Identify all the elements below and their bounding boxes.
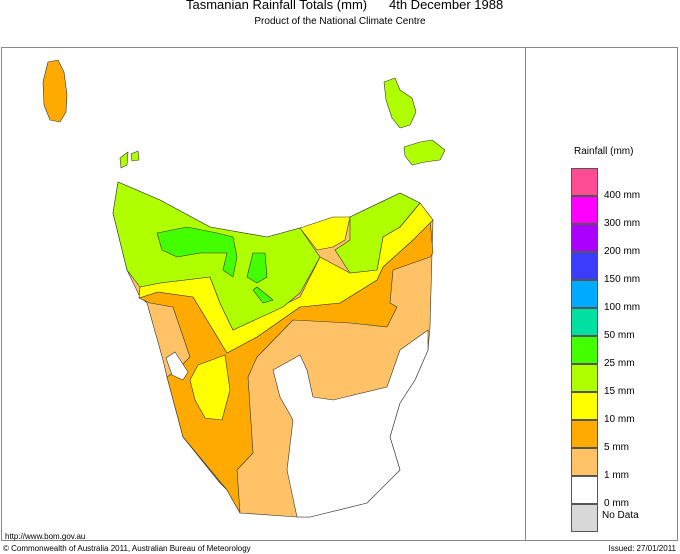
rainfall-zone-25-50mm bbox=[252, 286, 274, 304]
tasmania-map bbox=[42, 59, 446, 518]
legend-swatch bbox=[571, 476, 598, 504]
legend-title: Rainfall (mm) bbox=[574, 146, 634, 157]
small-island bbox=[119, 151, 129, 169]
legend-label: 15 mm bbox=[604, 386, 635, 397]
legend-label: 300 mm bbox=[604, 218, 641, 229]
legend-swatch bbox=[571, 168, 598, 196]
issued-date: Issued: 27/01/2011 bbox=[608, 544, 676, 553]
legend-label: 400 mm bbox=[604, 190, 641, 201]
map-title: Tasmanian Rainfall Totals (mm) bbox=[186, 0, 368, 12]
rainfall-zone-15-25mm bbox=[334, 192, 421, 274]
legend-label: 10 mm bbox=[604, 414, 635, 425]
legend-swatch bbox=[571, 196, 598, 224]
rainfall-zone-15-25mm bbox=[112, 181, 321, 331]
map-subtitle: Product of the National Climate Centre bbox=[254, 16, 426, 27]
rainfall-zone-0-1mm bbox=[272, 329, 429, 518]
legend-label: 150 mm bbox=[604, 274, 641, 285]
legend-swatch bbox=[571, 364, 598, 392]
macquarie-harbour bbox=[165, 351, 189, 381]
rainfall-zone-25-50mm bbox=[156, 226, 238, 278]
copyright-text: © Commonwealth of Australia 2011, Austra… bbox=[3, 544, 251, 553]
legend-swatch bbox=[571, 504, 598, 532]
legend-label: 50 mm bbox=[604, 330, 635, 341]
legend-swatch bbox=[571, 392, 598, 420]
king-island bbox=[42, 59, 68, 123]
cape-barren-island bbox=[403, 139, 446, 166]
legend-swatch bbox=[571, 308, 598, 336]
legend-swatch bbox=[571, 420, 598, 448]
legend-label: 5 mm bbox=[604, 442, 629, 453]
flinders-island bbox=[383, 77, 417, 129]
legend-label: 25 mm bbox=[604, 358, 635, 369]
legend-swatch bbox=[571, 280, 598, 308]
legend-frame bbox=[526, 47, 678, 541]
legend-swatch bbox=[571, 448, 598, 476]
rainfall-zone-10-15mm bbox=[299, 216, 351, 251]
legend-swatch bbox=[571, 224, 598, 252]
rainfall-zone-25-50mm bbox=[246, 252, 268, 284]
legend-label: 100 mm bbox=[604, 302, 641, 313]
legend-label: 200 mm bbox=[604, 246, 641, 257]
legend-label: 0 mm bbox=[604, 498, 629, 509]
small-island bbox=[130, 150, 140, 162]
map-date: 4th December 1988 bbox=[389, 0, 504, 12]
source-url[interactable]: http://www.bom.gov.au bbox=[5, 532, 86, 541]
map-frame bbox=[1, 47, 526, 541]
legend-swatch bbox=[571, 336, 598, 364]
legend-no-data-label: No Data bbox=[602, 510, 639, 521]
rainfall-zone-10-15mm bbox=[189, 354, 231, 421]
legend-swatch bbox=[571, 252, 598, 280]
legend-label: 1 mm bbox=[604, 470, 629, 481]
